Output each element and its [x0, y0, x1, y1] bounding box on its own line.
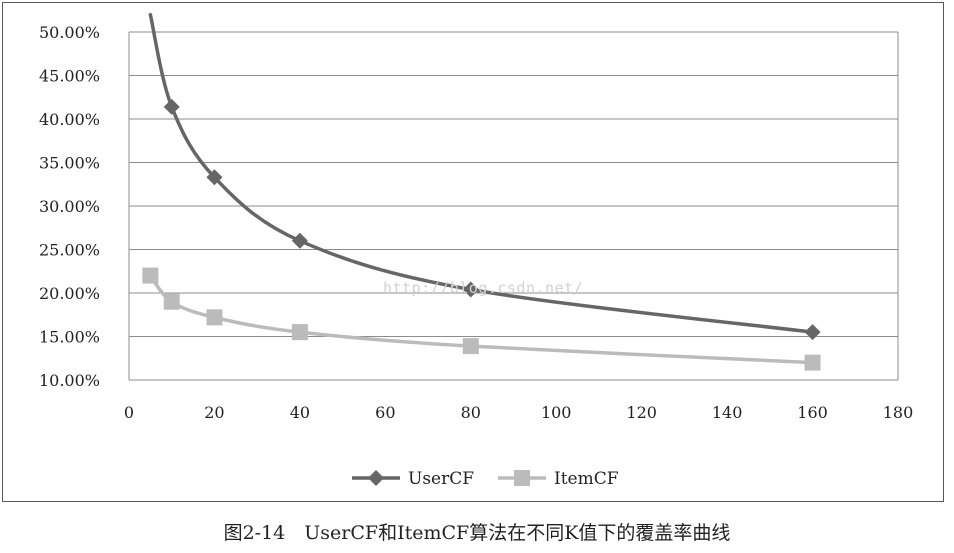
x-tick-label: 100 [541, 403, 572, 422]
data-point-itemcf [163, 293, 180, 310]
y-tick-label: 10.00% [39, 371, 100, 390]
y-tick-label: 20.00% [39, 284, 100, 303]
y-tick-label: 25.00% [39, 241, 100, 260]
data-point-usercf [804, 324, 821, 341]
x-tick-label: 160 [797, 403, 828, 422]
data-point-itemcf [291, 324, 308, 341]
x-tick-label: 40 [290, 403, 310, 422]
data-point-itemcf [206, 309, 223, 326]
data-point-itemcf [462, 338, 479, 355]
watermark-text: http://blog.csdn.net/ [383, 279, 584, 297]
y-tick-label: 40.00% [39, 110, 100, 129]
data-point-itemcf [804, 354, 821, 371]
data-point-usercf [206, 169, 223, 186]
legend-marker-itemcf [514, 470, 530, 486]
legend-marker-usercf [368, 470, 384, 486]
chart-frame [2, 2, 944, 502]
x-tick-label: 120 [626, 403, 657, 422]
y-tick-label: 30.00% [39, 197, 100, 216]
data-point-usercf [462, 281, 479, 298]
data-point-usercf [291, 232, 308, 249]
data-point-itemcf [142, 267, 159, 284]
x-tick-label: 20 [204, 403, 224, 422]
legend-label-itemcf: ItemCF [554, 469, 619, 489]
data-point-usercf [163, 98, 180, 115]
x-tick-label: 80 [461, 403, 481, 422]
y-tick-label: 35.00% [39, 154, 100, 173]
y-tick-label: 50.00% [39, 23, 100, 42]
legend-label-usercf: UserCF [408, 469, 474, 489]
x-tick-label: 140 [712, 403, 743, 422]
x-tick-label: 60 [375, 403, 395, 422]
figure-caption: 图2-14 UserCF和ItemCF算法在不同K值下的覆盖率曲线 [223, 522, 731, 544]
x-tick-label: 0 [124, 403, 134, 422]
y-tick-label: 15.00% [39, 328, 100, 347]
x-tick-label: 180 [883, 403, 914, 422]
y-tick-label: 45.00% [39, 67, 100, 86]
